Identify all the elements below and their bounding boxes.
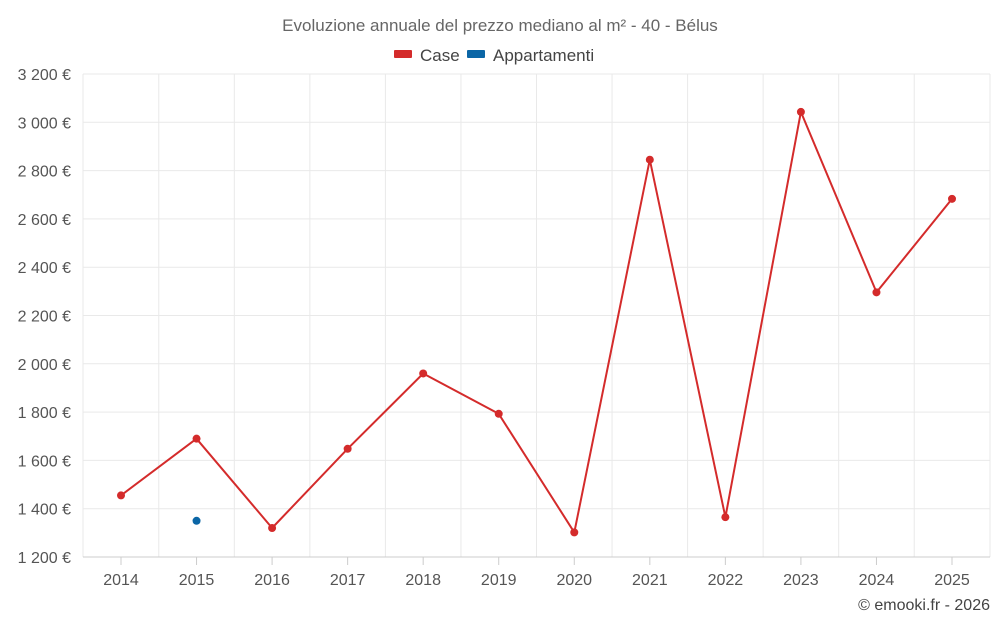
series-layer [117, 107, 956, 537]
legend-swatch-case [394, 50, 412, 58]
x-tick-label: 2025 [934, 572, 970, 589]
data-point-appartamenti[interactable] [192, 516, 201, 525]
data-point-case[interactable] [494, 409, 503, 418]
y-tick-label: 2 600 € [18, 212, 71, 229]
data-point-case[interactable] [872, 288, 881, 297]
x-tick-label: 2019 [481, 572, 517, 589]
x-tick-label: 2024 [859, 572, 895, 589]
x-tick-label: 2023 [783, 572, 819, 589]
legend-item-case[interactable]: Case [394, 46, 460, 65]
series-line-case [120, 110, 953, 534]
y-tick-label: 2 800 € [18, 164, 71, 181]
x-tick-label: 2016 [254, 572, 290, 589]
y-tick-label: 1 800 € [18, 405, 71, 422]
grid [82, 73, 991, 557]
data-point-case[interactable] [192, 434, 201, 443]
x-tick-label: 2015 [179, 572, 215, 589]
x-tick-label: 2018 [405, 572, 441, 589]
data-point-case[interactable] [721, 513, 730, 522]
data-point-case[interactable] [268, 524, 277, 533]
chart-title: Evoluzione annuale del prezzo mediano al… [282, 16, 718, 35]
legend: Case Appartamenti [394, 46, 594, 65]
x-tick-label: 2021 [632, 572, 668, 589]
data-point-case[interactable] [419, 369, 428, 378]
y-tick-label: 1 400 € [18, 502, 71, 519]
data-point-case[interactable] [645, 155, 654, 164]
credit-text: © emooki.fr - 2026 [858, 597, 990, 614]
data-point-case[interactable] [570, 528, 579, 537]
y-tick-label: 2 400 € [18, 260, 71, 277]
x-tick-label: 2014 [103, 572, 139, 589]
data-point-case[interactable] [796, 107, 805, 116]
legend-item-appartamenti[interactable]: Appartamenti [467, 46, 594, 65]
data-point-case[interactable] [343, 444, 352, 453]
legend-swatch-appartamenti [467, 50, 485, 58]
y-axis: 1 200 € 1 400 € 1 600 € 1 800 € 2 000 € 2 200… [18, 67, 71, 567]
y-tick-label: 2 000 € [18, 357, 71, 374]
legend-label-case: Case [420, 46, 460, 65]
data-point-case[interactable] [117, 491, 125, 500]
y-tick-label: 1 200 € [18, 550, 71, 567]
x-tick-label: 2017 [330, 572, 366, 589]
x-tick-label: 2020 [556, 572, 592, 589]
y-tick-label: 3 000 € [18, 115, 71, 132]
x-axis: 2014 2015 2016 2017 2018 2019 2020 2021 2022 2023… [83, 556, 990, 589]
data-point-case[interactable] [948, 194, 956, 203]
x-tick-label: 2022 [708, 572, 744, 589]
legend-label-appartamenti: Appartamenti [493, 46, 594, 65]
y-tick-label: 3 200 € [18, 67, 71, 84]
y-tick-label: 1 600 € [18, 453, 71, 470]
y-tick-label: 2 200 € [18, 309, 71, 326]
